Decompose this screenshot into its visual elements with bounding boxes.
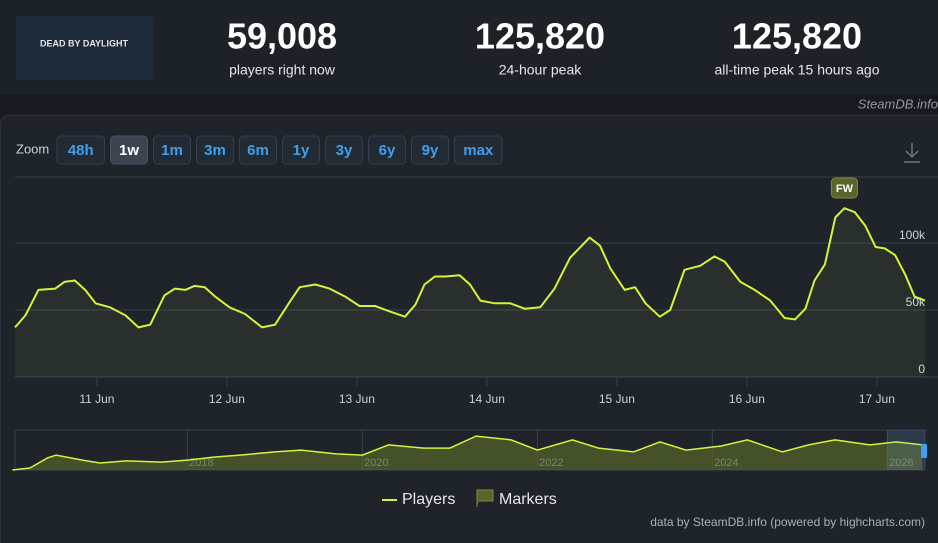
zoom-button[interactable] (153, 135, 191, 165)
zoom-button[interactable] (110, 135, 148, 165)
zoom-button-label[interactable]: 3y (336, 142, 353, 159)
stat-label: all-time peak 15 hours ago (715, 62, 880, 78)
zoom-button[interactable] (56, 135, 105, 165)
y-tick-label: 100k (899, 228, 926, 242)
stat-label: 24-hour peak (499, 62, 583, 78)
zoom-button[interactable] (411, 135, 449, 165)
flag-marker[interactable] (830, 177, 858, 199)
y-tick-label: 0 (918, 362, 925, 376)
navigator-area (12, 436, 923, 470)
x-tick-label: 14 Jun (469, 392, 505, 406)
zoom-button[interactable] (282, 135, 320, 165)
zoom-button[interactable] (368, 135, 406, 165)
x-tick-label: 12 Jun (209, 392, 245, 406)
series-line (14, 207, 926, 329)
zoom-button-label[interactable]: 48h (68, 142, 94, 159)
navigator-line (12, 435, 923, 471)
x-tick-label: 16 Jun (729, 392, 765, 406)
stat-value: 59,008 (227, 16, 337, 57)
game-logo: DEAD BY DAYLIGHT (40, 38, 129, 48)
zoom-button[interactable] (196, 135, 234, 165)
line-area (15, 208, 925, 377)
zoom-button-label[interactable]: 1m (161, 142, 183, 159)
stat-value: 125,820 (732, 16, 862, 57)
game-capsule-shade (16, 16, 153, 80)
zoom-button-label[interactable]: 6y (379, 142, 396, 159)
flag-marker-label: FW (836, 183, 854, 195)
navigator-selection[interactable] (887, 430, 925, 470)
x-tick-label: 11 Jun (79, 392, 114, 406)
credits[interactable]: data by SteamDB.info (powered by highcha… (650, 515, 925, 529)
download-icon[interactable] (904, 143, 920, 163)
zoom-button-label[interactable]: 1w (119, 142, 139, 159)
legend-flag (476, 489, 494, 507)
x-tick-label: 15 Jun (599, 392, 635, 406)
stat-value: 125,820 (475, 16, 605, 57)
zoom-button-label[interactable]: 3m (204, 142, 226, 159)
x-tick-label: 17 Jun (859, 392, 895, 406)
stat-label: players right now (229, 62, 336, 78)
x-tick-label: 13 Jun (339, 392, 375, 406)
zoom-button[interactable] (325, 135, 363, 165)
zoom-button[interactable] (454, 135, 503, 165)
legend-label[interactable]: Markers (499, 491, 557, 508)
zoom-button-label[interactable]: 9y (422, 142, 439, 159)
source-link[interactable]: SteamDB.info (858, 96, 938, 111)
zoom-label: Zoom (16, 141, 49, 156)
chart-panel (0, 115, 938, 543)
zoom-button[interactable] (239, 135, 277, 165)
header-panel (0, 0, 938, 95)
zoom-button-label[interactable]: 1y (293, 142, 310, 159)
legend-label[interactable]: Players (402, 491, 455, 508)
navigator-handle[interactable] (921, 444, 927, 458)
zoom-button-label[interactable]: max (463, 142, 494, 159)
zoom-button-label[interactable]: 6m (247, 142, 269, 159)
